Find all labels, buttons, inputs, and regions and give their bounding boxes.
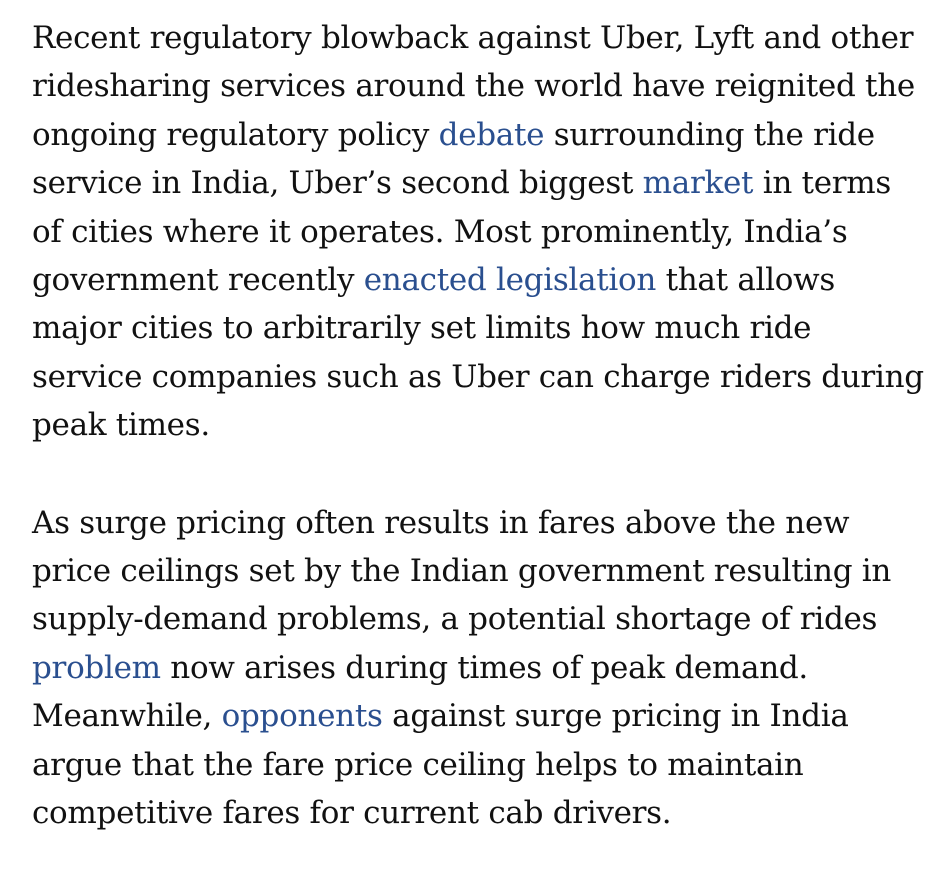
text-line: price ceilings set by the Indian governm…	[32, 553, 892, 590]
text-run: ongoing regulatory policy	[32, 116, 439, 153]
text-run: in terms	[753, 165, 892, 202]
text-line: ridesharing services around the world ha…	[32, 68, 915, 105]
text-line: service in India, Uber’s second biggest …	[32, 159, 937, 207]
article-body: Recent regulatory blowback against Uber,…	[32, 14, 937, 887]
paragraph-1: Recent regulatory blowback against Uber,…	[32, 14, 937, 450]
text-line: problem now arises during times of peak …	[32, 644, 937, 692]
text-run: Meanwhile,	[32, 698, 222, 735]
text-line: of cities where it operates. Most promin…	[32, 213, 848, 250]
link-enacted-legislation[interactable]: enacted legislation	[363, 262, 657, 299]
text-line: competitive fares for current cab driver…	[32, 795, 672, 832]
link-problem[interactable]: problem	[32, 649, 161, 686]
text-line: major cities to arbitrarily set limits h…	[32, 310, 812, 347]
text-run: now arises during times of peak demand.	[160, 649, 808, 686]
text-line: argue that the fare price ceiling helps …	[32, 746, 804, 783]
paragraph-2: As surge pricing often results in fares …	[32, 499, 937, 838]
text-line: Meanwhile, opponents against surge prici…	[32, 692, 937, 740]
text-line: service companies such as Uber can charg…	[32, 358, 924, 395]
text-line: peak times.	[32, 407, 210, 444]
text-run: surrounding the ride	[544, 116, 875, 153]
text-run: that allows	[656, 262, 836, 299]
text-line: Recent regulatory blowback against Uber,…	[32, 20, 914, 56]
text-line: As surge pricing often results in fares …	[32, 504, 850, 541]
link-debate[interactable]: debate	[438, 116, 545, 153]
link-market[interactable]: market	[642, 165, 754, 202]
text-run: government recently	[32, 262, 364, 299]
link-opponents[interactable]: opponents	[221, 698, 383, 735]
text-run: against surge pricing in India	[382, 698, 849, 735]
text-line: government recently enacted legislation …	[32, 256, 937, 304]
text-line: ongoing regulatory policy debate surroun…	[32, 111, 937, 159]
text-run: service in India, Uber’s second biggest	[32, 165, 643, 202]
text-line: supply-demand problems, a potential shor…	[32, 601, 878, 638]
